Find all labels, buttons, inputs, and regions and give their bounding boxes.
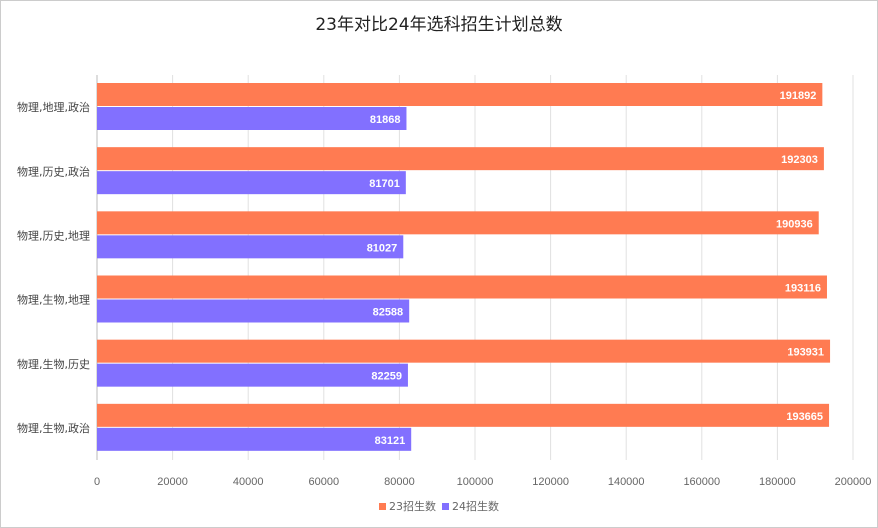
x-tick-label: 20000 [157, 476, 188, 488]
data-label: 82259 [371, 371, 402, 383]
bar-24 [97, 427, 412, 451]
legend-label: 23招生数 [389, 500, 436, 513]
legend-item[interactable]: 24招生数 [442, 498, 499, 514]
legend-label: 24招生数 [452, 500, 499, 513]
bar-24 [97, 171, 406, 195]
bar-24 [97, 107, 407, 130]
data-label: 83121 [375, 435, 406, 447]
data-label: 193931 [787, 347, 824, 359]
category-label: 物理,生物,地理 [17, 293, 90, 307]
data-label: 193116 [785, 283, 821, 295]
chart-title: 23年对比24年选科招生计划总数 [315, 15, 563, 35]
data-label: 82588 [373, 307, 404, 319]
bar-23 [97, 403, 830, 427]
data-label: 81868 [370, 114, 401, 126]
bar-23 [97, 83, 823, 106]
data-label: 191892 [780, 90, 817, 102]
x-tick-label: 80000 [384, 476, 415, 488]
category-label: 物理,历史,地理 [17, 228, 90, 242]
x-tick-label: 160000 [683, 476, 720, 488]
data-label: 193665 [786, 411, 823, 423]
category-label: 物理,历史,政治 [17, 164, 90, 178]
bar-23 [97, 211, 819, 235]
legend-swatch [379, 502, 386, 510]
legend: 23招生数 24招生数 [0, 498, 878, 514]
data-label: 81701 [369, 178, 400, 190]
x-tick-label: 140000 [608, 476, 645, 488]
x-tick-label: 200000 [835, 476, 872, 488]
data-label: 81027 [367, 242, 398, 254]
bar-23 [97, 339, 831, 363]
x-tick-label: 100000 [457, 476, 494, 488]
legend-swatch [442, 502, 449, 510]
x-tick-label: 40000 [233, 476, 264, 488]
category-label: 物理,生物,政治 [17, 421, 90, 435]
bar-24 [97, 363, 408, 387]
x-tick-label: 180000 [759, 476, 796, 488]
category-label: 物理,生物,历史 [17, 357, 90, 371]
bar-24 [97, 299, 410, 323]
bar-24 [97, 235, 404, 259]
data-label: 192303 [781, 154, 818, 166]
x-tick-label: 120000 [532, 476, 569, 488]
legend-item[interactable]: 23招生数 [379, 498, 436, 514]
bar-23 [97, 275, 827, 299]
bar-23 [97, 147, 824, 171]
x-tick-label: 0 [94, 476, 100, 488]
data-label: 190936 [776, 218, 813, 230]
x-tick-label: 60000 [309, 476, 340, 488]
category-label: 物理,地理,政治 [17, 100, 90, 114]
